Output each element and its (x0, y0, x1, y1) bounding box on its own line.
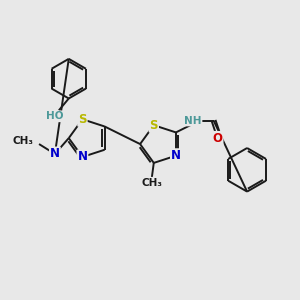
Text: N: N (171, 149, 181, 162)
Text: N: N (77, 151, 88, 164)
Text: N: N (50, 148, 60, 160)
Text: HO: HO (46, 111, 64, 121)
Text: O: O (212, 132, 223, 145)
Text: NH: NH (184, 116, 202, 125)
Text: CH₃: CH₃ (141, 178, 162, 188)
Text: S: S (149, 119, 158, 132)
Text: CH₃: CH₃ (12, 136, 33, 146)
Text: S: S (78, 113, 87, 126)
